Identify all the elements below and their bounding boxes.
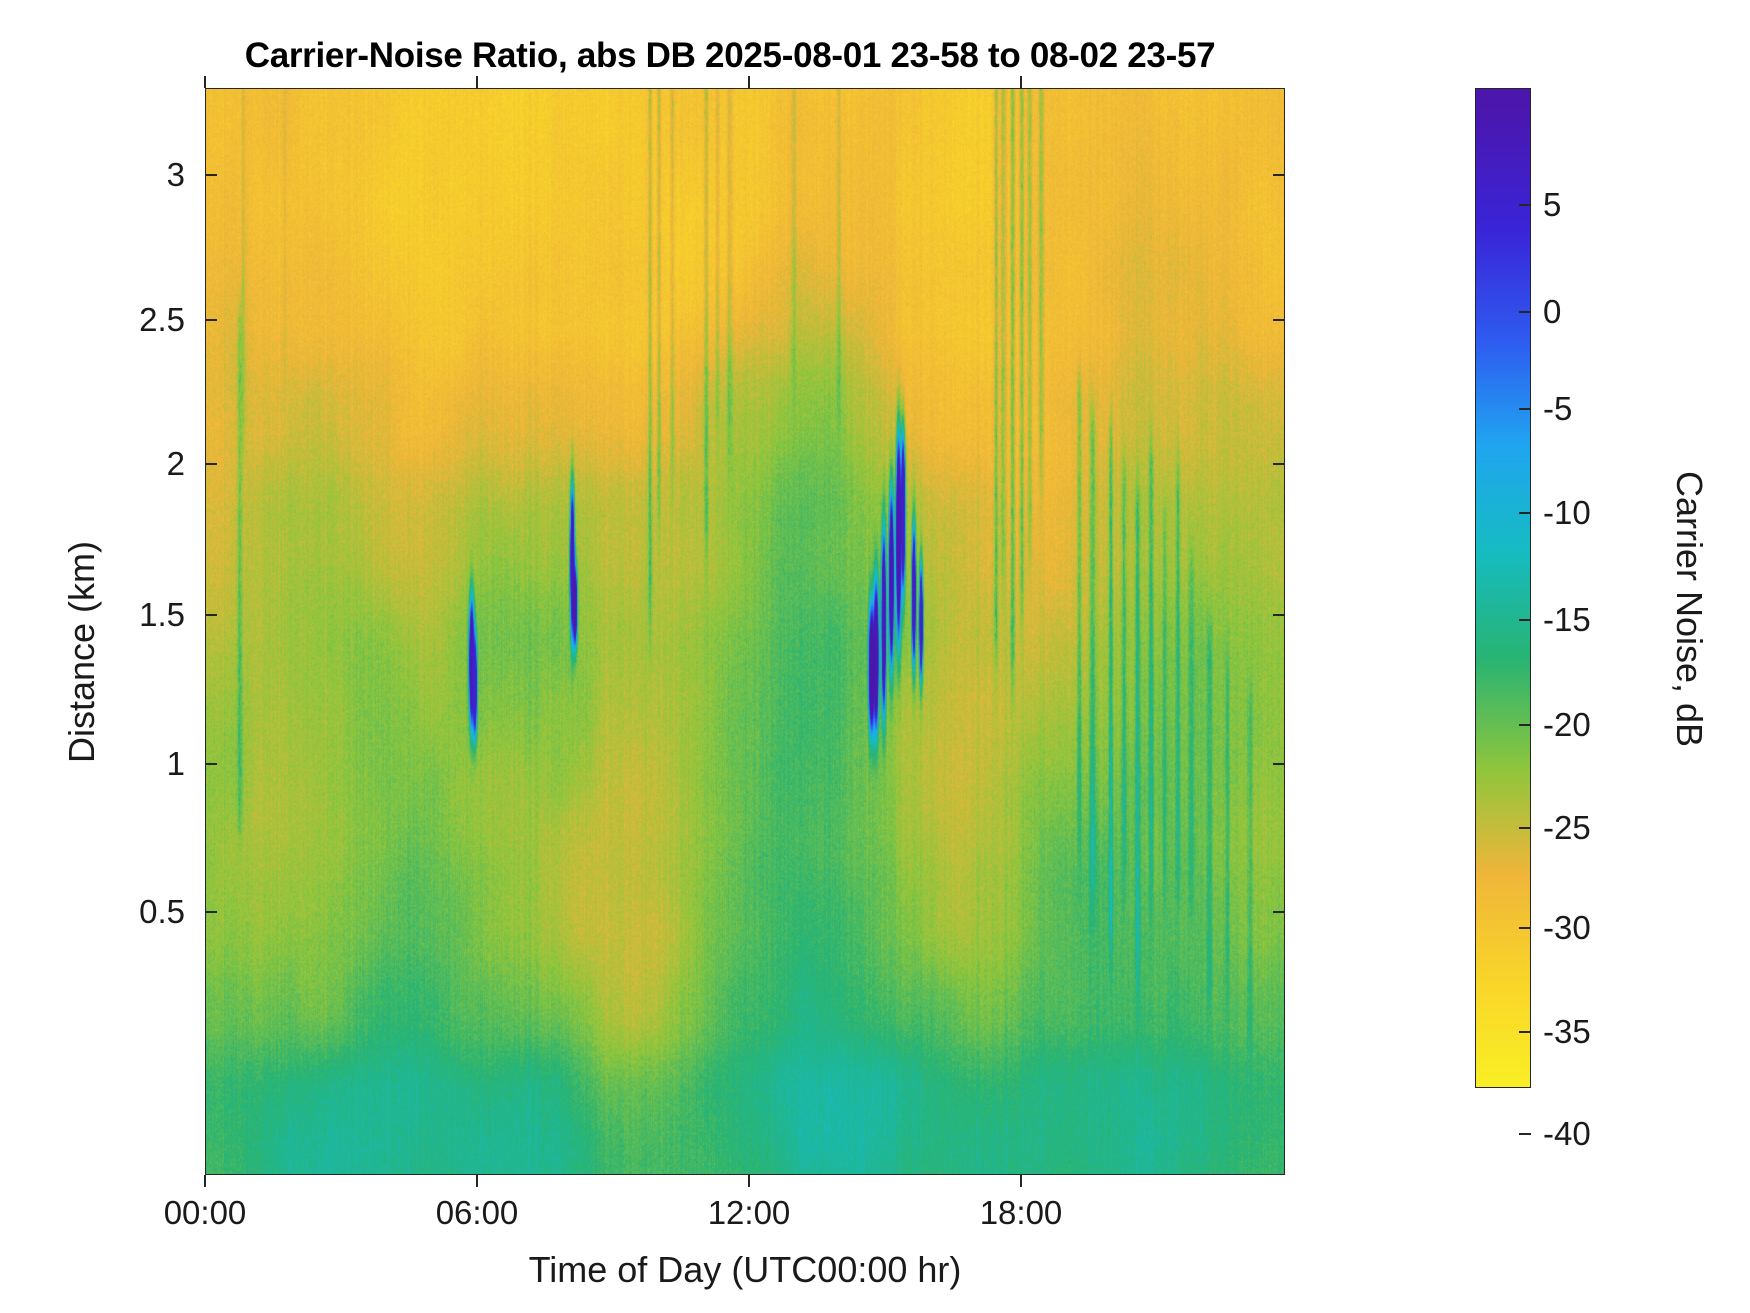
heatmap-image [206, 89, 1284, 1174]
colorbar-tick-label: -10 [1543, 494, 1591, 531]
colorbar-label: Carrier Noise, dB [1669, 470, 1710, 748]
y-axis-label: Distance (km) [61, 540, 102, 764]
colorbar-tick-label: -20 [1543, 706, 1591, 743]
y-tick-mark [205, 463, 217, 465]
colorbar-tick-mark [1519, 311, 1531, 313]
y-tick-label: 1.5 [139, 596, 185, 633]
y-tick-mark-right [1273, 614, 1285, 616]
x-tick-mark-top [748, 76, 750, 88]
y-tick-mark-right [1273, 463, 1285, 465]
y-tick-label: 1 [166, 745, 185, 782]
colorbar-tick-mark [1519, 408, 1531, 410]
colorbar-tick-label: -15 [1543, 601, 1591, 638]
y-tick-mark-right [1273, 911, 1285, 913]
x-tick-mark-top [204, 76, 206, 88]
colorbar-tick-mark [1519, 827, 1531, 829]
colorbar-tick-label: -30 [1543, 909, 1591, 946]
colorbar-tick-label: -35 [1543, 1013, 1591, 1050]
y-tick-label: 3 [166, 156, 185, 193]
y-tick-label: 2.5 [139, 301, 185, 338]
x-tick-label: 00:00 [163, 1194, 247, 1231]
colorbar-tick-label: -40 [1543, 1115, 1591, 1152]
colorbar[interactable] [1475, 88, 1531, 1088]
colorbar-tick-mark [1519, 724, 1531, 726]
y-tick-mark [205, 614, 217, 616]
y-tick-label: 2 [166, 445, 185, 482]
x-tick-mark-top [476, 76, 478, 88]
y-tick-mark [205, 174, 217, 176]
colorbar-tick-mark [1519, 927, 1531, 929]
x-tick-label: 12:00 [707, 1194, 791, 1231]
x-tick-label: 18:00 [979, 1194, 1063, 1231]
colorbar-tick-label: -25 [1543, 809, 1591, 846]
y-tick-label: 0.5 [139, 893, 185, 930]
x-axis-label: Time of Day (UTC00:00 hr) [528, 1249, 962, 1290]
y-tick-mark-right [1273, 319, 1285, 321]
colorbar-tick-label: -5 [1543, 390, 1573, 427]
x-tick-mark-top [1020, 76, 1022, 88]
y-tick-mark-right [1273, 174, 1285, 176]
colorbar-tick-mark [1519, 204, 1531, 206]
heatmap-plot-area[interactable] [205, 88, 1285, 1175]
page-title: Carrier-Noise Ratio, abs DB 2025-08-01 2… [244, 36, 1216, 75]
y-tick-mark [205, 763, 217, 765]
colorbar-tick-mark [1519, 1031, 1531, 1033]
colorbar-tick-mark [1519, 512, 1531, 514]
x-tick-mark [1020, 1175, 1022, 1187]
colorbar-gradient [1476, 89, 1530, 1087]
x-tick-mark [748, 1175, 750, 1187]
y-tick-mark [205, 319, 217, 321]
colorbar-tick-label: 0 [1543, 293, 1562, 330]
colorbar-tick-mark [1519, 1133, 1531, 1135]
x-tick-mark [476, 1175, 478, 1187]
x-tick-label: 06:00 [435, 1194, 519, 1231]
y-tick-mark-right [1273, 763, 1285, 765]
y-tick-mark [205, 911, 217, 913]
colorbar-tick-label: 5 [1543, 186, 1562, 223]
colorbar-tick-mark [1519, 619, 1531, 621]
x-tick-mark [204, 1175, 206, 1187]
